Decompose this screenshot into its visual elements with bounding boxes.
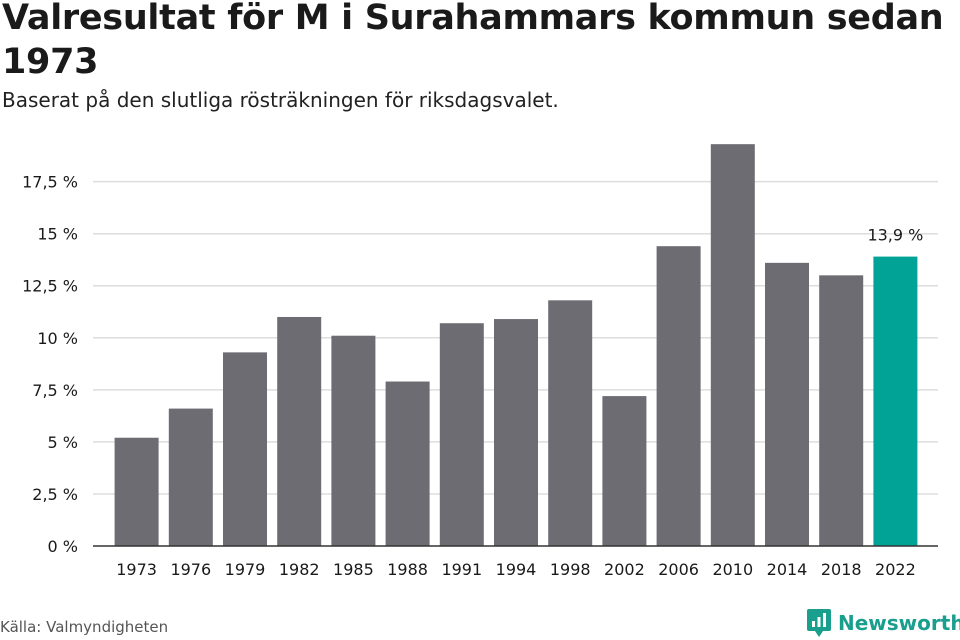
bar-1988[interactable] [385,381,430,546]
bar-1973[interactable] [114,437,159,546]
brand-logo[interactable]: Newsworthy [806,607,960,639]
chart-title: Valresultat för M i Surahammars kommun s… [2,0,944,82]
x-tick-label: 1973 [116,560,157,579]
y-axis-tick-labels: 0 % 2,5 % 5 % 7,5 % 10 % 12,5 % 15 % 17,5 % [22,173,78,556]
x-tick-label: 1976 [170,560,211,579]
x-tick-label: 1982 [279,560,320,579]
bar-chart: 0 % 2,5 % 5 % 7,5 % 10 % 12,5 % 15 % 17,5 % 197… [22,144,938,579]
chart-subtitle: Baserat på den slutliga rösträkningen fö… [2,88,559,112]
bar-1994[interactable] [494,319,538,546]
y-tick-label: 12,5 % [22,277,78,296]
y-tick-label: 15 % [37,225,78,244]
x-tick-label: 2018 [821,560,862,579]
bar-2006[interactable] [656,246,701,546]
brand-name: Newsworthy [838,611,960,635]
bar-2002[interactable] [602,396,647,546]
y-tick-label: 0 % [48,537,78,556]
x-tick-label: 1994 [496,560,537,579]
bar-1991[interactable] [439,323,484,546]
x-tick-label: 2014 [767,560,808,579]
data-labels: 13,9 % [867,226,923,245]
data-label-2022: 13,9 % [867,226,923,245]
newsworthy-logo-icon [807,609,831,637]
y-tick-label: 17,5 % [22,173,78,192]
bar-2018[interactable] [819,275,864,546]
y-tick-label: 2,5 % [32,485,78,504]
bar-1998[interactable] [548,300,593,546]
bar-2010[interactable] [710,144,755,546]
bar-1979[interactable] [223,352,267,546]
bar-1976[interactable] [168,408,213,546]
x-tick-label: 1991 [441,560,482,579]
x-tick-label: 2022 [875,560,916,579]
y-tick-label: 5 % [48,433,78,452]
x-axis-tick-labels: 1973 1976 1979 1982 1985 1988 1991 1994 1998 2002… [116,560,916,579]
y-tick-label: 7,5 % [32,381,78,400]
x-tick-label: 1998 [550,560,591,579]
bar-2014[interactable] [765,262,809,546]
bar-1985[interactable] [331,335,376,546]
bar-2022[interactable] [873,256,918,546]
source-note: Källa: Valmyndigheten [0,618,169,636]
x-tick-label: 1979 [225,560,266,579]
x-tick-label: 1988 [387,560,428,579]
bar-1982[interactable] [277,316,322,546]
x-tick-label: 2002 [604,560,645,579]
x-tick-label: 2006 [658,560,699,579]
bars [114,144,918,546]
x-tick-label: 1985 [333,560,374,579]
x-tick-label: 2010 [712,560,753,579]
y-tick-label: 10 % [37,329,78,348]
